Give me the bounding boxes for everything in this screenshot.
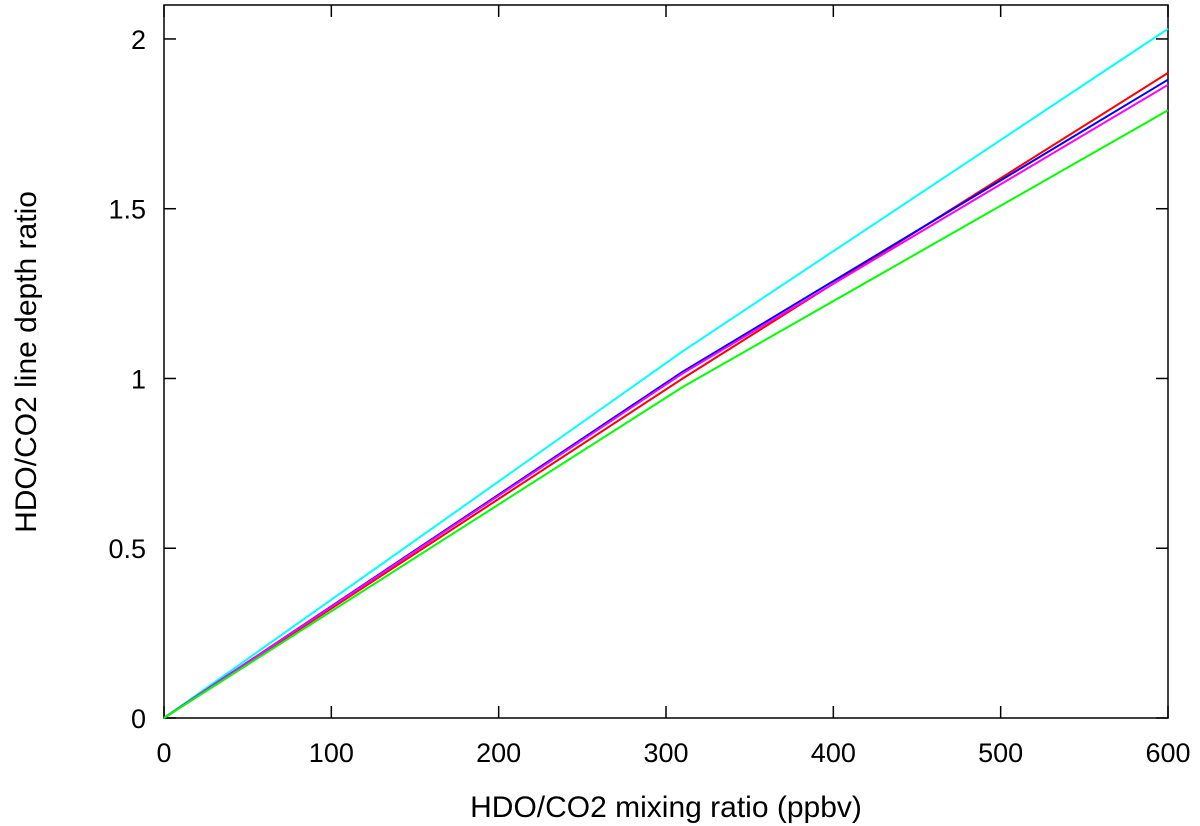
y-tick-label: 2 xyxy=(131,25,146,55)
x-tick-label: 200 xyxy=(476,738,521,768)
axis-ticks xyxy=(163,5,1169,719)
tick-labels: 0 100 200 300 400 500 600 0 0.5 1 1.5 2 xyxy=(108,25,1190,768)
x-tick-label: 400 xyxy=(811,738,856,768)
x-axis-label: HDO/CO2 mixing ratio (ppbv) xyxy=(470,791,862,824)
y-tick-label: 0.5 xyxy=(108,534,146,564)
series-line-4 xyxy=(163,83,1169,719)
x-tick-label: 100 xyxy=(309,738,354,768)
x-tick-label: 300 xyxy=(643,738,688,768)
series-line-5 xyxy=(163,109,1169,719)
x-tick-label: 600 xyxy=(1145,738,1190,768)
y-tick-label: 1.5 xyxy=(108,195,146,225)
y-tick-label: 0 xyxy=(131,704,146,734)
series-line-1 xyxy=(163,27,1169,719)
x-tick-label: 0 xyxy=(156,738,171,768)
series-lines xyxy=(163,27,1169,719)
x-tick-label: 500 xyxy=(978,738,1023,768)
series-line-2 xyxy=(163,72,1169,719)
y-tick-label: 1 xyxy=(131,364,146,394)
y-axis-label: HDO/CO2 line depth ratio xyxy=(10,191,43,533)
